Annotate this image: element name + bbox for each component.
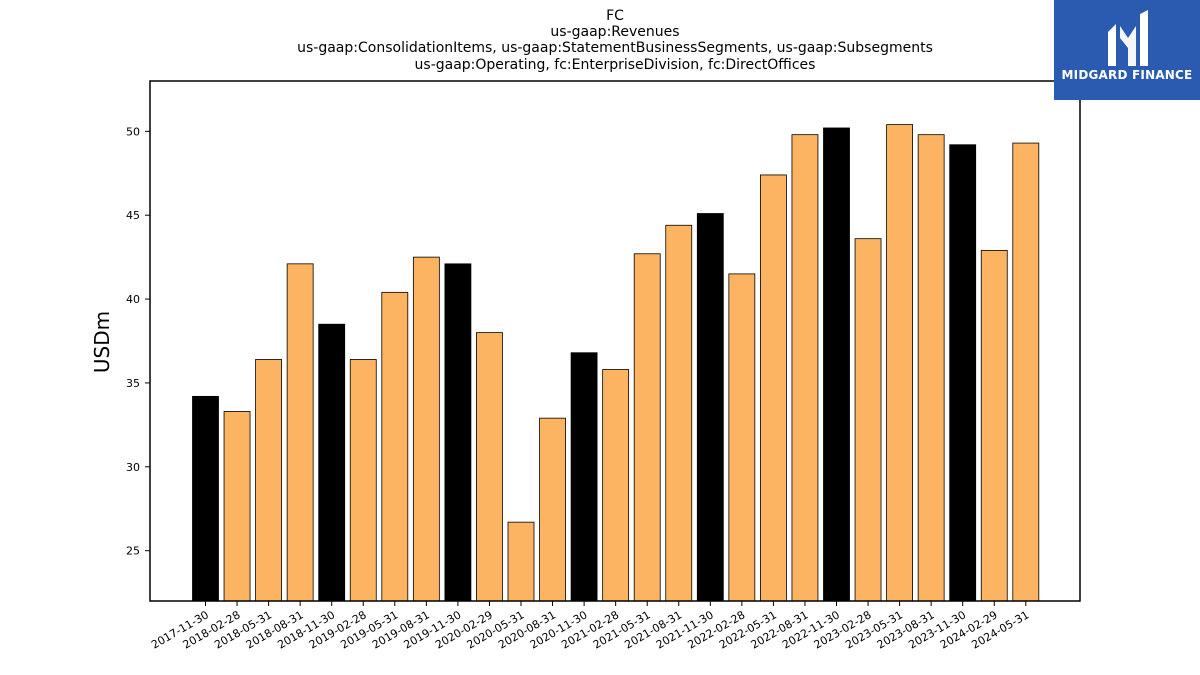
- bar-2021-08-31: [665, 224, 693, 602]
- y-axis-ticks: 25 30 35 40 45 50: [126, 125, 150, 558]
- bar-2020-11-30: [570, 352, 598, 602]
- bars-group: [192, 124, 1040, 602]
- bar-2023-08-31: [917, 134, 945, 602]
- bar-2021-11-30: [696, 213, 724, 602]
- logo-text: MIDGARD FINANCE: [1061, 68, 1193, 82]
- bar-2024-05-31: [1012, 142, 1040, 602]
- bar-2021-02-28: [602, 369, 630, 602]
- logo-mark-icon: [1108, 10, 1148, 66]
- bar-2022-02-28: [728, 273, 756, 602]
- bar-2023-11-30: [949, 144, 977, 602]
- y-axis-label: USDm: [90, 311, 114, 373]
- y-tick-label: 35: [126, 377, 140, 390]
- chart-title-line-2: us-gaap:Revenues: [550, 24, 679, 40]
- bar-2024-02-29: [980, 250, 1008, 602]
- bar-2020-02-29: [476, 332, 503, 602]
- bar-2023-02-28: [854, 238, 882, 602]
- bar-2018-05-31: [255, 359, 283, 602]
- bar-2018-11-30: [318, 323, 346, 602]
- y-tick-label: 50: [126, 125, 140, 138]
- bar-2022-05-31: [760, 174, 787, 602]
- y-tick-label: 25: [126, 545, 140, 558]
- bar-2023-05-31: [886, 124, 913, 602]
- y-tick-label: 30: [126, 461, 140, 474]
- bar-2020-05-31: [507, 521, 535, 602]
- bar-2018-08-31: [286, 263, 314, 602]
- bar-2019-02-28: [349, 359, 377, 602]
- bar-2020-08-31: [539, 417, 566, 602]
- plot-frame: [149, 80, 1081, 602]
- y-tick-label: 40: [126, 293, 140, 306]
- y-tick-label: 45: [126, 209, 140, 222]
- bar-2019-11-30: [444, 263, 472, 602]
- brand-logo: MIDGARD FINANCE: [1054, 0, 1200, 100]
- chart-title-line-1: FC: [606, 8, 624, 24]
- bar-2019-05-31: [381, 291, 409, 602]
- bar-2018-02-28: [223, 411, 251, 602]
- chart-title-line-4: us-gaap:Operating, fc:EnterpriseDivision…: [415, 57, 816, 73]
- bar-2019-08-31: [412, 256, 440, 602]
- x-axis-ticks: 2017-11-302018-02-282018-05-312018-08-31…: [149, 601, 1031, 652]
- chart-title: FC us-gaap:Revenues us-gaap:Consolidatio…: [297, 8, 933, 73]
- bar-2021-05-31: [633, 253, 661, 602]
- bar-2017-11-30: [192, 395, 219, 602]
- chart-title-line-3: us-gaap:ConsolidationItems, us-gaap:Stat…: [297, 40, 933, 56]
- bar-2022-11-30: [823, 127, 850, 602]
- bar-2022-08-31: [791, 134, 819, 602]
